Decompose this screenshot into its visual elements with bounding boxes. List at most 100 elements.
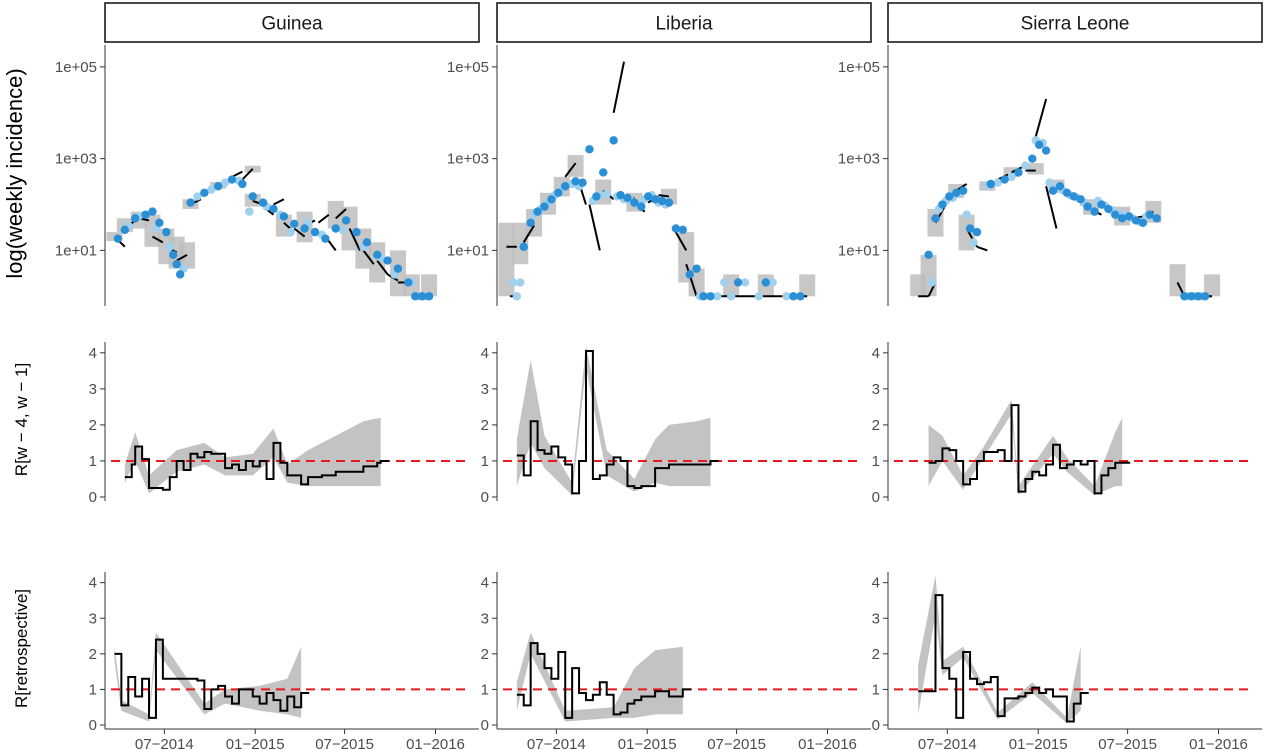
data-point-dark: [540, 202, 549, 211]
uncertainty-band: [516, 345, 711, 496]
data-point-dark: [1200, 292, 1210, 301]
uncertainty-band: [918, 575, 1081, 724]
data-point-dark: [1117, 214, 1127, 223]
uncertainty-band: [920, 254, 937, 297]
x-tick-label: 01−2015: [618, 736, 677, 750]
uncertainty-band: [1204, 274, 1221, 297]
data-point-dark: [664, 198, 674, 207]
data-point-dark: [706, 292, 715, 301]
x-tick-label: 07−2015: [315, 736, 374, 750]
data-point-dark: [162, 227, 171, 237]
data-point-dark: [383, 256, 392, 265]
data-point-light: [602, 189, 611, 199]
data-point-dark: [120, 225, 130, 235]
data-point-dark: [310, 227, 320, 237]
data-point-dark: [300, 224, 309, 233]
y-tick-label: 2: [872, 646, 880, 663]
data-point-dark: [331, 224, 340, 233]
r-step-line: [928, 404, 1131, 495]
panel-r_window-guinea: 0 1 2 3 4: [89, 342, 469, 506]
data-point-dark: [938, 200, 947, 209]
data-point-dark: [526, 218, 535, 227]
data-point-dark: [1014, 168, 1023, 177]
data-point-dark: [258, 198, 268, 207]
data-point-light: [754, 292, 764, 301]
data-point-dark: [213, 182, 223, 191]
data-point-dark: [1055, 182, 1065, 191]
data-point-dark: [175, 270, 185, 279]
data-point-dark: [1131, 216, 1141, 225]
uncertainty-band: [799, 274, 816, 297]
y-tick-label: 1e+01: [55, 242, 97, 259]
data-point-light: [927, 278, 937, 287]
data-point-dark: [972, 227, 982, 237]
y-tick-label: 4: [481, 345, 489, 362]
y-tick-label: 1e+03: [55, 151, 97, 168]
data-point-dark: [1104, 204, 1113, 214]
data-point-light: [969, 238, 978, 247]
fit-segment: [335, 208, 347, 220]
data-point-light: [516, 278, 525, 287]
data-point-dark: [1083, 202, 1092, 211]
y-tick-label: 3: [89, 381, 97, 398]
y-axis-title: R[retrospective]: [12, 589, 31, 708]
fit-segment: [293, 227, 306, 238]
data-point-light: [207, 185, 216, 194]
data-point-dark: [393, 264, 403, 273]
data-point-dark: [554, 188, 563, 198]
fit-segment: [273, 198, 285, 206]
x-tick-label: 01−2016: [1189, 736, 1248, 750]
data-point-dark: [1097, 200, 1106, 209]
facet-strip-guinea: [104, 2, 480, 43]
data-point-light: [286, 227, 295, 237]
facet-label: Liberia: [655, 14, 712, 35]
fit-segment: [376, 259, 389, 275]
y-tick-label: 0: [89, 717, 97, 734]
data-point-light: [512, 292, 522, 301]
data-point-dark: [1048, 186, 1058, 195]
facet-label: Sierra Leone: [1021, 14, 1130, 35]
data-point-light: [509, 278, 518, 287]
data-point-light: [193, 192, 202, 201]
data-point-dark: [279, 212, 289, 221]
x-tick-label: 07−2015: [707, 736, 766, 750]
y-tick-label: 0: [872, 717, 880, 734]
data-point-dark: [692, 264, 701, 273]
data-point-dark: [238, 179, 247, 189]
fit-segment: [176, 253, 188, 262]
fit-segment: [658, 194, 670, 198]
data-point-dark: [1041, 146, 1051, 155]
data-point-light: [165, 242, 174, 251]
panel-r_window-liberia: 0 1 2 3 4: [481, 342, 861, 506]
data-point-dark: [1124, 212, 1134, 221]
y-tick-label: 1: [872, 453, 880, 470]
data-point-dark: [965, 224, 975, 233]
x-tick-label: 01−2015: [226, 736, 285, 750]
uncertainty-band: [124, 417, 381, 494]
data-point-dark: [578, 178, 587, 187]
data-point-dark: [599, 168, 608, 177]
fit-segment: [612, 61, 625, 113]
data-point-dark: [1187, 292, 1196, 301]
y-tick-label: 1: [481, 681, 489, 698]
facet-strip-sierra-leone: [887, 2, 1263, 43]
y-tick-label: 4: [872, 575, 880, 592]
data-point-dark: [131, 214, 140, 223]
data-point-dark: [789, 292, 798, 301]
facet-strips: Guinea Liberia Sierra Leone: [104, 2, 1263, 43]
data-point-dark: [1145, 210, 1155, 219]
fit-segment: [1034, 98, 1048, 138]
x-tick-label: 01−2016: [406, 736, 465, 750]
uncertainty-band: [928, 399, 1123, 496]
data-point-dark: [1076, 195, 1085, 204]
data-point-dark: [616, 190, 625, 200]
y-axis-title: R[w − 4, w − 1]: [12, 363, 31, 476]
uncertainty-band: [1027, 163, 1044, 175]
fit-segment: [1045, 186, 1058, 229]
y-tick-label: 2: [89, 646, 97, 663]
r-step-line: [114, 638, 310, 719]
fit-segment: [685, 263, 698, 297]
y-axis-title: log(weekly incidence): [2, 68, 27, 278]
y-tick-label: 3: [481, 381, 489, 398]
data-point-dark: [373, 250, 382, 260]
